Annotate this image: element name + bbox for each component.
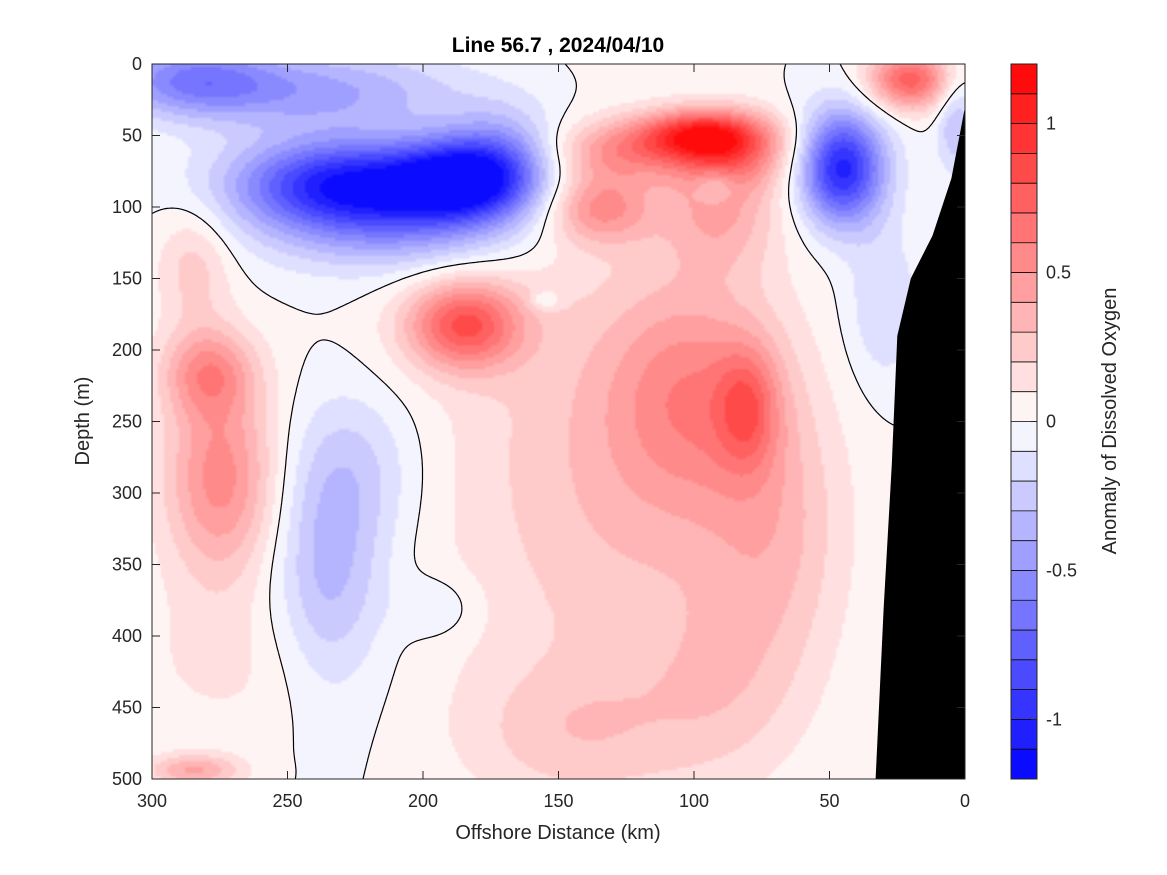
colorbar-cell [1011, 242, 1037, 274]
colorbar-cell [1011, 93, 1037, 125]
colorbar-cell [1011, 451, 1037, 482]
colorbar-cell [1011, 659, 1037, 691]
colorbar-cell [1011, 570, 1037, 601]
contour-plot [152, 64, 965, 779]
colorbar-tick-label: -0.5 [1046, 560, 1077, 580]
colorbar-cell [1011, 749, 1037, 779]
anomaly-field [152, 64, 965, 779]
x-tick-label: 250 [272, 791, 302, 811]
x-tick-label: 300 [137, 791, 167, 811]
colorbar-cell [1011, 600, 1037, 631]
colorbar-cells [1011, 64, 1037, 779]
colorbar-tick-label: 0.5 [1046, 263, 1071, 283]
colorbar-cell [1011, 123, 1037, 154]
colorbar-tick-label: -1 [1046, 709, 1062, 729]
x-axis-ticks: 300 250 200 150 100 50 0 [137, 64, 970, 811]
y-tick-label: 400 [112, 626, 142, 646]
zero-contour-lines [152, 64, 965, 779]
y-tick-label: 300 [112, 483, 142, 503]
colorbar-cell [1011, 510, 1037, 542]
colorbar-tick-label: 0 [1046, 412, 1056, 432]
x-tick-label: 150 [543, 791, 573, 811]
y-axis-ticks: 0 50 100 150 200 250 300 350 400 450 500 [112, 54, 965, 789]
y-axis-label: Depth (m) [72, 377, 94, 466]
colorbar-cell [1011, 302, 1037, 333]
colorbar: 1 0.5 0 -0.5 -1 Anomaly of Dissolved Oxygen [1010, 63, 1121, 780]
colorbar-cell [1011, 719, 1037, 750]
colorbar-cell [1011, 630, 1037, 661]
y-tick-label: 150 [112, 269, 142, 289]
colorbar-cell [1011, 689, 1037, 720]
colorbar-cell [1011, 391, 1037, 422]
zero-contour [152, 64, 965, 779]
colorbar-cell [1011, 272, 1037, 303]
colorbar-cell [1011, 361, 1037, 393]
x-tick-label: 50 [819, 791, 839, 811]
y-tick-label: 350 [112, 555, 142, 575]
colorbar-cell [1011, 153, 1037, 184]
colorbar-cell [1011, 421, 1037, 452]
y-tick-label: 200 [112, 340, 142, 360]
x-tick-label: 0 [960, 791, 970, 811]
x-tick-label: 200 [408, 791, 438, 811]
y-tick-label: 250 [112, 412, 142, 432]
y-tick-label: 100 [112, 197, 142, 217]
colorbar-cell [1011, 183, 1037, 214]
bathymetry-mask [875, 106, 965, 779]
colorbar-cell [1011, 64, 1037, 95]
colorbar-cell [1011, 332, 1037, 363]
x-axis-label: Offshore Distance (km) [455, 822, 660, 844]
y-tick-label: 50 [122, 126, 142, 146]
y-tick-label: 450 [112, 698, 142, 718]
colorbar-cell [1011, 540, 1037, 571]
colorbar-cell [1011, 212, 1037, 244]
colorbar-label: Anomaly of Dissolved Oxygen [1099, 288, 1121, 555]
colorbar-ticks: 1 0.5 0 -0.5 -1 [1031, 114, 1077, 729]
y-tick-label: 0 [132, 54, 142, 74]
x-tick-label: 100 [679, 791, 709, 811]
colorbar-cell [1011, 481, 1037, 512]
chart-title: Line 56.7 , 2024/04/10 [452, 34, 664, 57]
y-tick-label: 500 [112, 769, 142, 789]
colorbar-tick-label: 1 [1046, 114, 1056, 134]
